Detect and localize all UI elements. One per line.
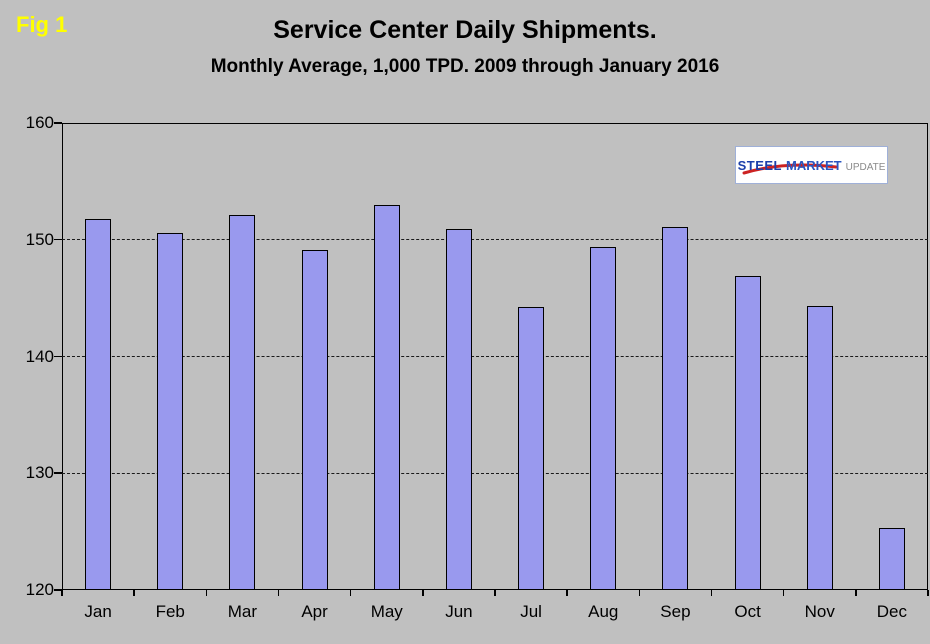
x-axis-tick-label: Dec — [876, 602, 908, 621]
smu-logo: STEEL MARKET UPDATE — [735, 146, 888, 184]
logo-swoosh-icon — [742, 163, 838, 175]
x-axis-tick-label: Sep — [660, 602, 691, 621]
x-axis-tick-label: Oct — [734, 602, 761, 621]
y-axis-tick — [54, 589, 62, 591]
bar — [445, 229, 472, 590]
y-axis-tick-label: 130 — [25, 463, 54, 483]
y-axis-tick-label: 150 — [25, 229, 54, 249]
x-axis-tick-label: Feb — [155, 602, 185, 621]
x-axis-tick — [710, 590, 713, 596]
figure-number-label: Fig 1 — [16, 12, 68, 37]
x-axis-tick — [927, 590, 929, 596]
x-axis-tick-label: Apr — [301, 602, 328, 621]
chart-subtitle: Monthly Average, 1,000 TPD. 2009 through… — [210, 56, 720, 77]
y-axis-tick — [54, 355, 62, 357]
x-axis-tick-label: May — [370, 602, 403, 621]
logo-text: STEEL MARKET UPDATE — [738, 158, 886, 173]
x-axis-tick — [638, 590, 641, 596]
y-axis-tick-label: 160 — [25, 113, 54, 132]
gridline — [62, 239, 928, 241]
x-axis-tick — [277, 590, 280, 596]
logo-text-market: MARKET — [785, 157, 842, 173]
bar — [373, 204, 400, 590]
logo-text-steel: STEEL — [737, 157, 782, 173]
gridline — [62, 472, 928, 474]
y-axis-tick — [54, 238, 62, 241]
logo-text-update: UPDATE — [845, 161, 886, 173]
x-axis-tick-label: Jan — [84, 602, 112, 621]
bar — [157, 232, 184, 590]
x-axis-tick — [205, 590, 208, 596]
x-axis-tick — [782, 590, 785, 596]
x-axis-tick-label: Mar — [227, 602, 258, 621]
bar — [85, 218, 112, 590]
x-axis-tick-label: Nov — [804, 602, 835, 621]
bar — [301, 250, 328, 590]
x-axis-tick — [61, 590, 63, 596]
chart-title: Service Center Daily Shipments. — [273, 16, 657, 44]
y-axis-tick — [54, 122, 62, 124]
y-axis-tick-label: 120 — [25, 580, 54, 599]
x-axis-tick — [855, 590, 857, 596]
x-axis-tick — [422, 590, 424, 596]
bar — [518, 307, 545, 590]
y-axis-tick — [54, 472, 62, 474]
x-axis-tick-label: Aug — [588, 602, 619, 621]
bar — [590, 246, 617, 590]
bar — [734, 275, 761, 590]
x-axis-tick-label: Jul — [520, 602, 542, 621]
y-axis-tick-label: 140 — [25, 346, 54, 366]
x-axis-tick — [133, 590, 135, 596]
x-axis-tick — [349, 590, 352, 596]
bar — [229, 215, 256, 590]
bar — [806, 306, 833, 590]
bar — [662, 226, 689, 590]
bar — [878, 528, 905, 590]
gridline — [62, 356, 928, 357]
x-axis-tick-label: Jun — [445, 602, 473, 621]
x-axis-tick — [566, 590, 568, 596]
x-axis-tick — [494, 590, 496, 596]
